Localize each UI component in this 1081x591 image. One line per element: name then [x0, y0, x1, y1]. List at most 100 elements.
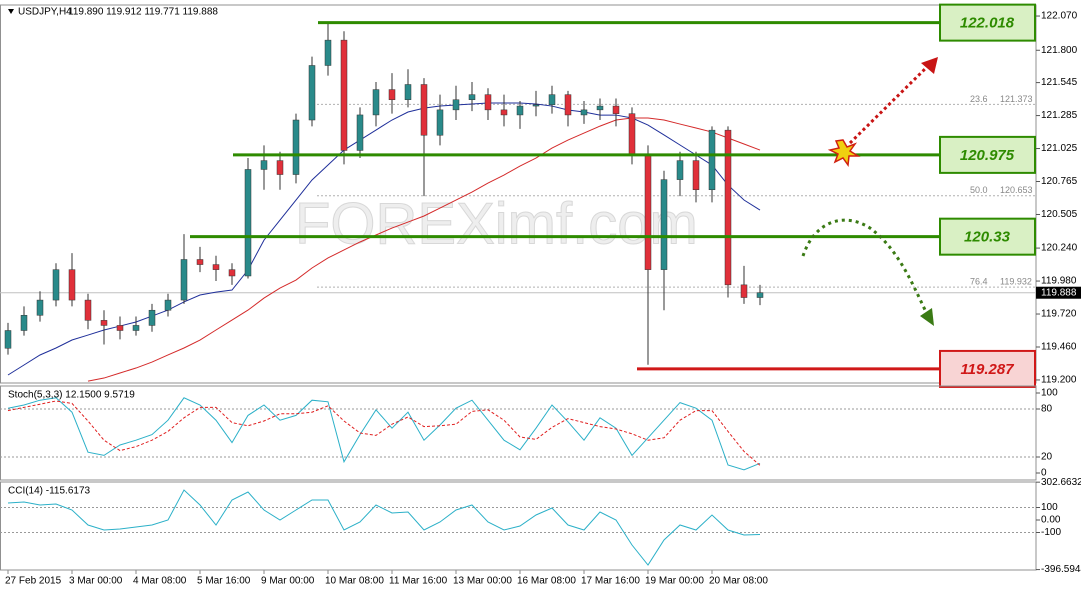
candle-body — [420, 84, 428, 136]
candle-body — [436, 109, 444, 136]
candle-body — [52, 269, 60, 301]
y-tick-label: 302.6632 — [1041, 477, 1081, 488]
y-tick-label: 80 — [1041, 404, 1053, 415]
candle-body — [20, 315, 28, 331]
candle-body — [68, 269, 76, 301]
candle-body — [580, 109, 588, 116]
candle-body — [372, 89, 380, 116]
candle-body — [148, 309, 156, 326]
y-tick-label: 119.720 — [1041, 309, 1077, 320]
y-tick-label: 120.765 — [1041, 176, 1078, 187]
candle-body — [4, 330, 12, 349]
y-tick-label: 119.460 — [1041, 342, 1077, 353]
y-tick-label: 120.505 — [1041, 209, 1078, 220]
candle-body — [564, 94, 572, 116]
candle-body — [100, 320, 108, 326]
level-box — [939, 349, 1036, 388]
candle-body — [468, 94, 476, 100]
candle-body — [212, 264, 220, 270]
moving-average — [87, 117, 761, 382]
x-tick-label: 11 Mar 16:00 — [389, 576, 448, 587]
x-tick-label: 5 Mar 16:00 — [197, 576, 251, 587]
x-tick-label: 4 Mar 08:00 — [133, 576, 187, 587]
panel-frame — [0, 481, 1037, 571]
level-label: 120.33 — [964, 229, 1011, 246]
candle-body — [196, 259, 204, 265]
last-price-label: 119.888 — [1041, 287, 1077, 298]
breakout-star — [827, 139, 861, 168]
x-tick-label: 16 Mar 08:00 — [517, 576, 576, 587]
candle-body — [692, 160, 700, 191]
level-label: 120.975 — [960, 147, 1015, 164]
x-tick-label: 27 Feb 2015 — [5, 576, 62, 587]
x-tick-label: 9 Mar 00:00 — [261, 576, 315, 587]
y-tick-label: 20 — [1041, 452, 1053, 463]
candle-body — [516, 105, 524, 116]
candle-body — [260, 160, 268, 170]
stoch-title: Stoch(5,3,3) 12.1500 9.5719 — [8, 390, 135, 401]
candle-body — [340, 39, 348, 151]
panel-frame — [0, 385, 1037, 481]
candle-body — [356, 114, 364, 151]
level-box — [939, 217, 1036, 256]
candle-body — [84, 299, 92, 321]
candle-body — [596, 105, 604, 111]
candle-body — [180, 259, 188, 301]
menu-triangle — [8, 9, 14, 14]
candle-body — [404, 84, 412, 100]
candle-body — [756, 292, 764, 298]
candle-body — [644, 155, 652, 270]
plot-layer: 122.070 121.800 121.545 121.285 121.025 120.7… — [0, 3, 1081, 587]
candle-body — [244, 169, 252, 277]
level-box — [939, 3, 1036, 42]
y-tick-label: 0.00 — [1041, 515, 1061, 526]
level-label: 119.287 — [960, 361, 1014, 378]
y-tick-label: 121.285 — [1041, 110, 1078, 121]
candle-body — [676, 160, 684, 180]
fib-price: 120.653 — [1000, 185, 1033, 195]
candle-body — [548, 94, 556, 106]
y-tick-label: -396.5944 — [1041, 564, 1081, 575]
candle-body — [36, 299, 44, 316]
last-price-tag — [1036, 286, 1081, 299]
up-arrow-head — [921, 57, 938, 74]
indicator-line — [7, 400, 761, 466]
candle-body — [132, 325, 140, 331]
down-curve-arrow — [801, 218, 930, 317]
candle-body — [660, 179, 668, 270]
y-tick-label: 120.240 — [1041, 243, 1078, 254]
watermark: FOREXimf.com — [295, 191, 698, 256]
symbol: USDJPY,H4 — [18, 7, 72, 18]
fib-price: 119.932 — [1000, 277, 1032, 287]
candle-body — [500, 109, 508, 116]
candle-body — [164, 299, 172, 311]
candle-body — [740, 284, 748, 298]
y-tick-label: 121.025 — [1041, 143, 1078, 154]
y-tick-label: 100 — [1041, 388, 1058, 399]
candle-body — [276, 160, 284, 175]
x-tick-label: 13 Mar 00:00 — [453, 576, 512, 587]
indicator-line — [7, 397, 761, 471]
x-tick-label: 19 Mar 00:00 — [645, 576, 704, 587]
candle-body — [484, 94, 492, 111]
x-tick-label: 17 Mar 16:00 — [581, 576, 640, 587]
level-box — [939, 135, 1036, 174]
candle-body — [116, 325, 124, 331]
y-tick-label: 100 — [1041, 502, 1058, 513]
candle-body — [388, 89, 396, 100]
indicator-line — [7, 489, 761, 566]
down-curve-arrow-head — [920, 308, 934, 326]
candle-body — [228, 269, 236, 277]
x-tick-label: 20 Mar 08:00 — [709, 576, 768, 587]
y-tick-label: 119.200 — [1041, 375, 1077, 386]
quote: 119.890 119.912 119.771 119.888 — [68, 7, 218, 18]
candle-body — [292, 119, 300, 175]
y-tick-label: 0 — [1041, 468, 1047, 479]
y-tick-label: 121.545 — [1041, 77, 1078, 88]
x-tick-label: 3 Mar 00:00 — [69, 576, 123, 587]
fib-price: 121.373 — [1000, 94, 1033, 104]
x-tick-label: 10 Mar 08:00 — [325, 576, 384, 587]
candle-body — [724, 129, 732, 286]
